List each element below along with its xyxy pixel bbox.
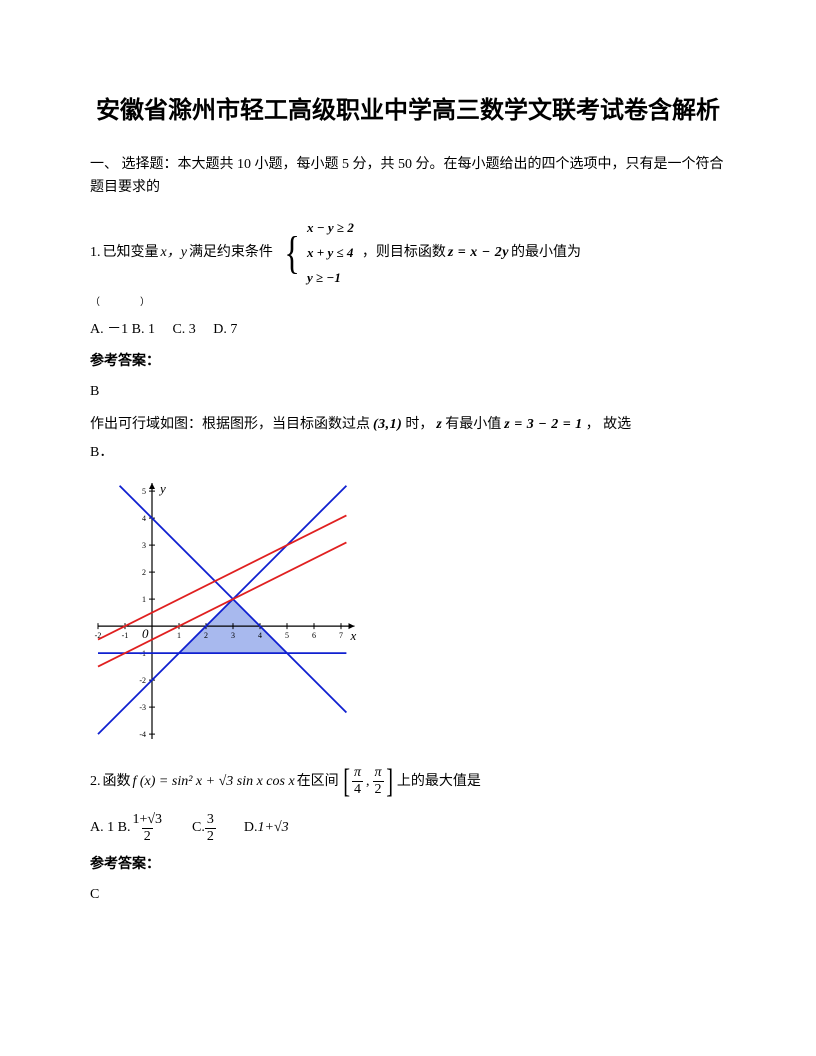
q1-constraint-system: { x − y ≥ 2 x + y ≤ 4 y ≥ −1 [281, 218, 354, 288]
q1-objective: z = x − 2y [448, 242, 509, 264]
q1-zmin: z = 3 − 2 = 1 [504, 414, 582, 436]
q1-constraint-1: x − y ≥ 2 [307, 218, 354, 239]
svg-text:4: 4 [258, 631, 262, 640]
graph-svg: -2-1123456712345-1-2-3-4xy0 [90, 479, 360, 739]
q2-fx: f (x) = sin² x + √3 sin x cos x [133, 771, 295, 793]
q2-opt-d: 1+√3 [258, 817, 289, 839]
section-heading: 一、 选择题：本大题共 10 小题，每小题 5 分，共 50 分。在每小题给出的… [90, 153, 726, 201]
comma: , [363, 771, 373, 793]
question-2: 2. 函数 f (x) = sin² x + √3 sin x cos x 在区… [90, 765, 726, 907]
svg-text:-2: -2 [139, 676, 146, 685]
q2-optc-den: 2 [205, 828, 216, 844]
q1-explanation: 作出可行域如图：根据图形，当目标函数过点 (3,1) 时， z 有最小值 z =… [90, 414, 726, 436]
question-1: 1. 已知变量 x，y 满足约束条件 { x − y ≥ 2 x + y ≤ 4… [90, 218, 726, 464]
q2-text-after: 上的最大值是 [397, 771, 481, 793]
q2-int-a-num: π [352, 766, 363, 781]
svg-text:7: 7 [339, 631, 343, 640]
svg-text:-3: -3 [139, 703, 146, 712]
left-bracket-icon: [ [343, 765, 350, 799]
q2-optb-den: 2 [142, 828, 153, 844]
q2-text-pre: 函数 [103, 771, 131, 793]
q1-answer-label: 参考答案： [90, 351, 726, 373]
q1-text-mid: 满足约束条件 [189, 242, 273, 264]
svg-text:-4: -4 [139, 730, 146, 739]
q2-options: A. 1 B. 1+√3 2 C. 3 2 D. 1+√3 [90, 813, 726, 844]
q2-interval: [ π 4 , π 2 ] [341, 765, 395, 799]
q1-xy: x，y [161, 242, 187, 264]
q1-text-pre: 已知变量 [103, 242, 159, 264]
svg-text:1: 1 [177, 631, 181, 640]
q1-constraint-3: y ≥ −1 [307, 268, 354, 289]
svg-text:4: 4 [142, 514, 146, 523]
q2-opt-d-pre: D. [216, 817, 258, 839]
q1-expl-1: 作出可行域如图：根据图形，当目标函数过点 [90, 414, 370, 436]
q2-answer-label: 参考答案： [90, 854, 726, 876]
q1-answer: B [90, 381, 726, 403]
q1-paren: （ ） [90, 295, 726, 311]
page-title: 安徽省滁州市轻工高级职业中学高三数学文联考试卷含解析 [90, 95, 726, 129]
svg-text:2: 2 [142, 568, 146, 577]
q1-expl-2: 时， [405, 414, 433, 436]
q2-opt-b-frac: 1+√3 2 [130, 813, 164, 844]
q1-expl-4: ， 故选 [586, 414, 632, 436]
q2-text-mid: 在区间 [297, 771, 339, 793]
q1-options: A. －1 B. 1 C. 3 D. 7 [90, 319, 726, 341]
svg-text:1: 1 [142, 595, 146, 604]
svg-text:2: 2 [204, 631, 208, 640]
svg-text:5: 5 [285, 631, 289, 640]
svg-text:5: 5 [142, 487, 146, 496]
q2-int-a-den: 4 [352, 781, 363, 797]
q2-interval-b: π 2 [373, 766, 384, 797]
svg-text:6: 6 [312, 631, 316, 640]
feasible-region-graph: -2-1123456712345-1-2-3-4xy0 [90, 479, 726, 747]
svg-text:3: 3 [231, 631, 235, 640]
q2-number: 2. [90, 771, 101, 793]
q1-text-after2: 的最小值为 [511, 242, 581, 264]
svg-text:x: x [350, 628, 357, 643]
brace-icon: { [284, 235, 299, 272]
right-bracket-icon: ] [386, 765, 393, 799]
q1-zvar: z [436, 414, 442, 436]
q2-opt-ab-pre: A. 1 B. [90, 817, 130, 839]
q2-optb-num: 1+√3 [130, 813, 164, 828]
q1-expl-3: 有最小值 [445, 414, 501, 436]
q2-opt-c-pre: C. [164, 817, 205, 839]
svg-text:0: 0 [142, 626, 149, 641]
q1-point: (3,1) [373, 414, 402, 436]
q1-constraint-2: x + y ≤ 4 [307, 243, 354, 264]
q2-int-b-den: 2 [373, 781, 384, 797]
q2-int-b-num: π [373, 766, 384, 781]
q2-answer: C [90, 884, 726, 906]
svg-text:3: 3 [142, 541, 146, 550]
q2-interval-a: π 4 [352, 766, 363, 797]
svg-text:y: y [158, 481, 166, 496]
svg-text:-1: -1 [122, 631, 129, 640]
q1-text-after1: ，则目标函数 [362, 242, 446, 264]
q1-number: 1. [90, 242, 101, 264]
q2-opt-c-frac: 3 2 [205, 813, 216, 844]
q1-expl-5: B． [90, 442, 726, 464]
q2-optc-num: 3 [205, 813, 216, 828]
